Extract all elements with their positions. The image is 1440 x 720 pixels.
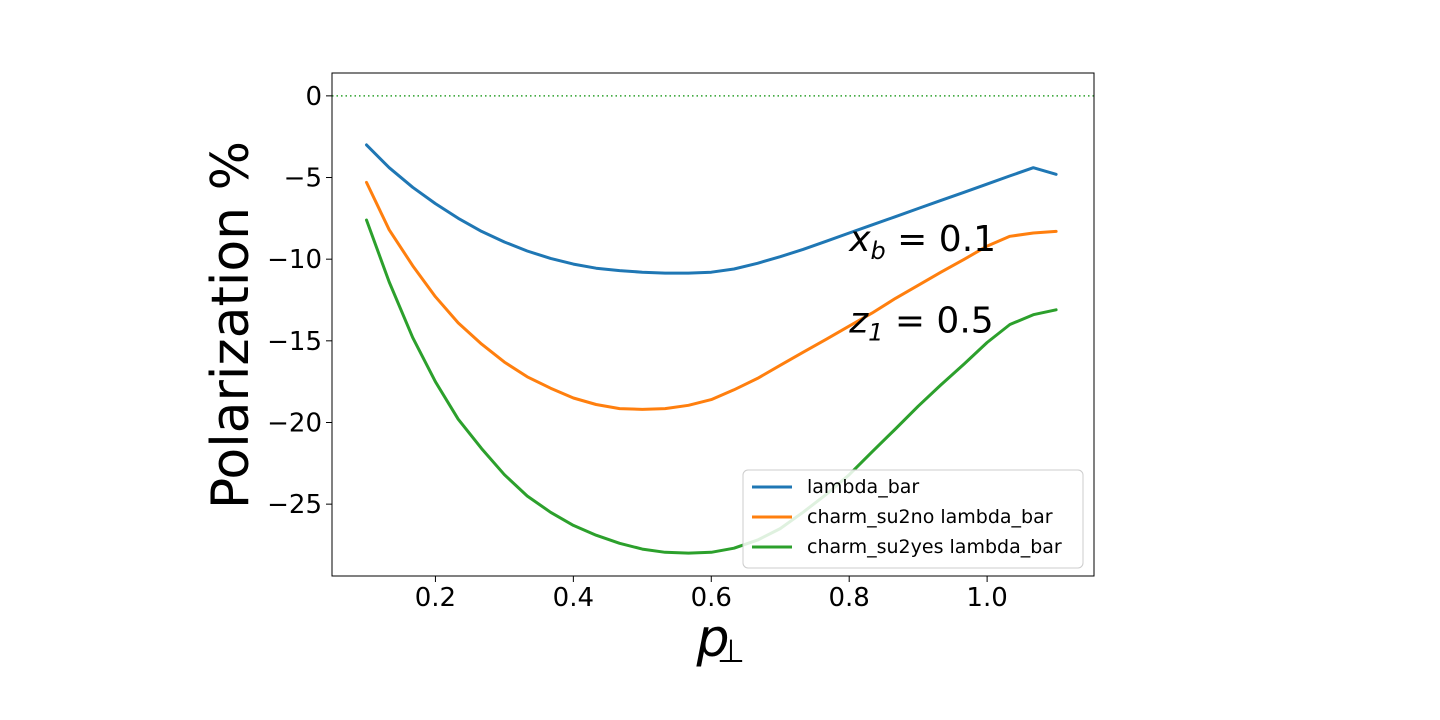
x-tick-label: 0.6 [691, 583, 732, 613]
x-axis-label: p ⊥ [695, 609, 744, 670]
annotation-2: z1 = 0.5 [848, 301, 994, 347]
y-tick-label: −10 [267, 245, 322, 275]
series-layer [365, 143, 1058, 555]
y-axis-label: Polarization % [201, 141, 261, 509]
annotations: xb = 0.1 z1 = 0.5 [848, 219, 996, 347]
x-axis-label-main: p [695, 609, 729, 669]
y-tick-label: −20 [267, 408, 322, 438]
legend-box [742, 469, 1084, 569]
legend-label-2: charm_su2no lambda_bar [807, 506, 1053, 528]
y-tick-label: −5 [284, 164, 322, 194]
y-axis-ticks: 0 −5 −10 −15 −20 −25 [267, 82, 332, 520]
legend-label-3: charm_su2yes lambda_bar [807, 536, 1062, 558]
x-axis-label-subscript: ⊥ [717, 632, 745, 670]
series-line-2 [365, 180, 1058, 411]
plot-frame [331, 72, 1095, 577]
legend-label-1: lambda_bar [807, 476, 919, 498]
series-line-3 [365, 218, 1058, 555]
x-tick-label: 0.8 [829, 583, 870, 613]
legend: lambda_bar charm_su2no lambda_bar charm_su… [742, 469, 1084, 569]
x-tick-label: 1.0 [966, 583, 1007, 613]
series-line-1 [365, 143, 1058, 275]
x-tick-label: 0.4 [553, 583, 594, 613]
x-axis-ticks: 0.2 0.4 0.6 0.8 1.0 [415, 576, 1008, 613]
y-tick-label: −15 [267, 327, 322, 357]
annotation-1: xb = 0.1 [848, 219, 996, 265]
x-tick-label: 0.2 [415, 583, 456, 613]
y-tick-label: −25 [267, 490, 322, 520]
y-tick-label: 0 [305, 82, 322, 112]
